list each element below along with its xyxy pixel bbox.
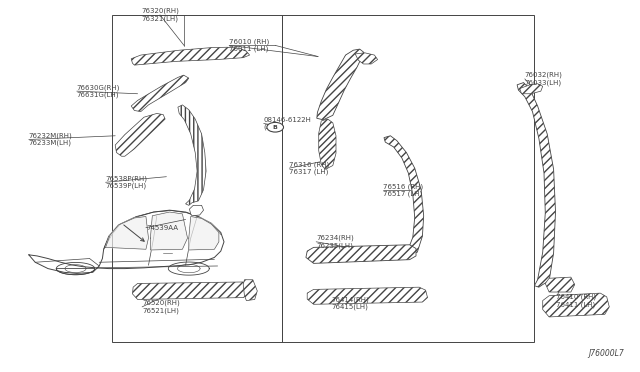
Polygon shape — [317, 49, 364, 120]
Text: 76032(RH)
76033(LH): 76032(RH) 76033(LH) — [525, 72, 563, 86]
Polygon shape — [150, 212, 188, 250]
Polygon shape — [384, 136, 424, 257]
Text: 76234(RH)
76235(LH): 76234(RH) 76235(LH) — [316, 235, 354, 249]
Polygon shape — [106, 217, 148, 249]
Polygon shape — [178, 105, 206, 205]
Text: 76630G(RH)
76631G(LH): 76630G(RH) 76631G(LH) — [77, 84, 120, 98]
Text: 76516 (RH)
76517 (LH): 76516 (RH) 76517 (LH) — [383, 183, 423, 198]
Text: 76010 (RH)
76011 (LH): 76010 (RH) 76011 (LH) — [229, 38, 269, 52]
Circle shape — [267, 122, 284, 132]
Polygon shape — [517, 83, 556, 287]
Polygon shape — [115, 113, 165, 156]
Text: 76520(RH)
76521(LH): 76520(RH) 76521(LH) — [142, 300, 180, 314]
Polygon shape — [132, 282, 248, 299]
Polygon shape — [131, 47, 250, 65]
Text: 76316 (RH)
76317 (LH): 76316 (RH) 76317 (LH) — [289, 161, 330, 175]
Polygon shape — [131, 75, 189, 112]
Bar — [282, 15, 534, 342]
Text: 76232M(RH)
76233M(LH): 76232M(RH) 76233M(LH) — [29, 132, 72, 147]
Bar — [112, 15, 282, 342]
Polygon shape — [543, 293, 609, 317]
Text: 08146-6122H
(2): 08146-6122H (2) — [264, 117, 312, 130]
Polygon shape — [355, 53, 378, 64]
Text: 76320(RH)
76321(LH): 76320(RH) 76321(LH) — [141, 8, 179, 22]
Polygon shape — [189, 205, 204, 216]
Text: 76410 (RH)
76411 (LH): 76410 (RH) 76411 (LH) — [556, 294, 596, 308]
Polygon shape — [243, 280, 257, 301]
Text: J76000L7: J76000L7 — [588, 349, 624, 358]
Polygon shape — [319, 119, 336, 169]
Polygon shape — [520, 84, 543, 94]
Polygon shape — [307, 287, 428, 304]
Text: 76538P(RH)
76539P(LH): 76538P(RH) 76539P(LH) — [106, 175, 148, 189]
Text: 74539AA: 74539AA — [146, 225, 178, 231]
Text: 76414(RH)
76415(LH): 76414(RH) 76415(LH) — [332, 296, 369, 310]
Polygon shape — [545, 277, 575, 292]
Text: B: B — [273, 125, 278, 130]
Polygon shape — [306, 245, 416, 263]
Polygon shape — [189, 217, 219, 250]
